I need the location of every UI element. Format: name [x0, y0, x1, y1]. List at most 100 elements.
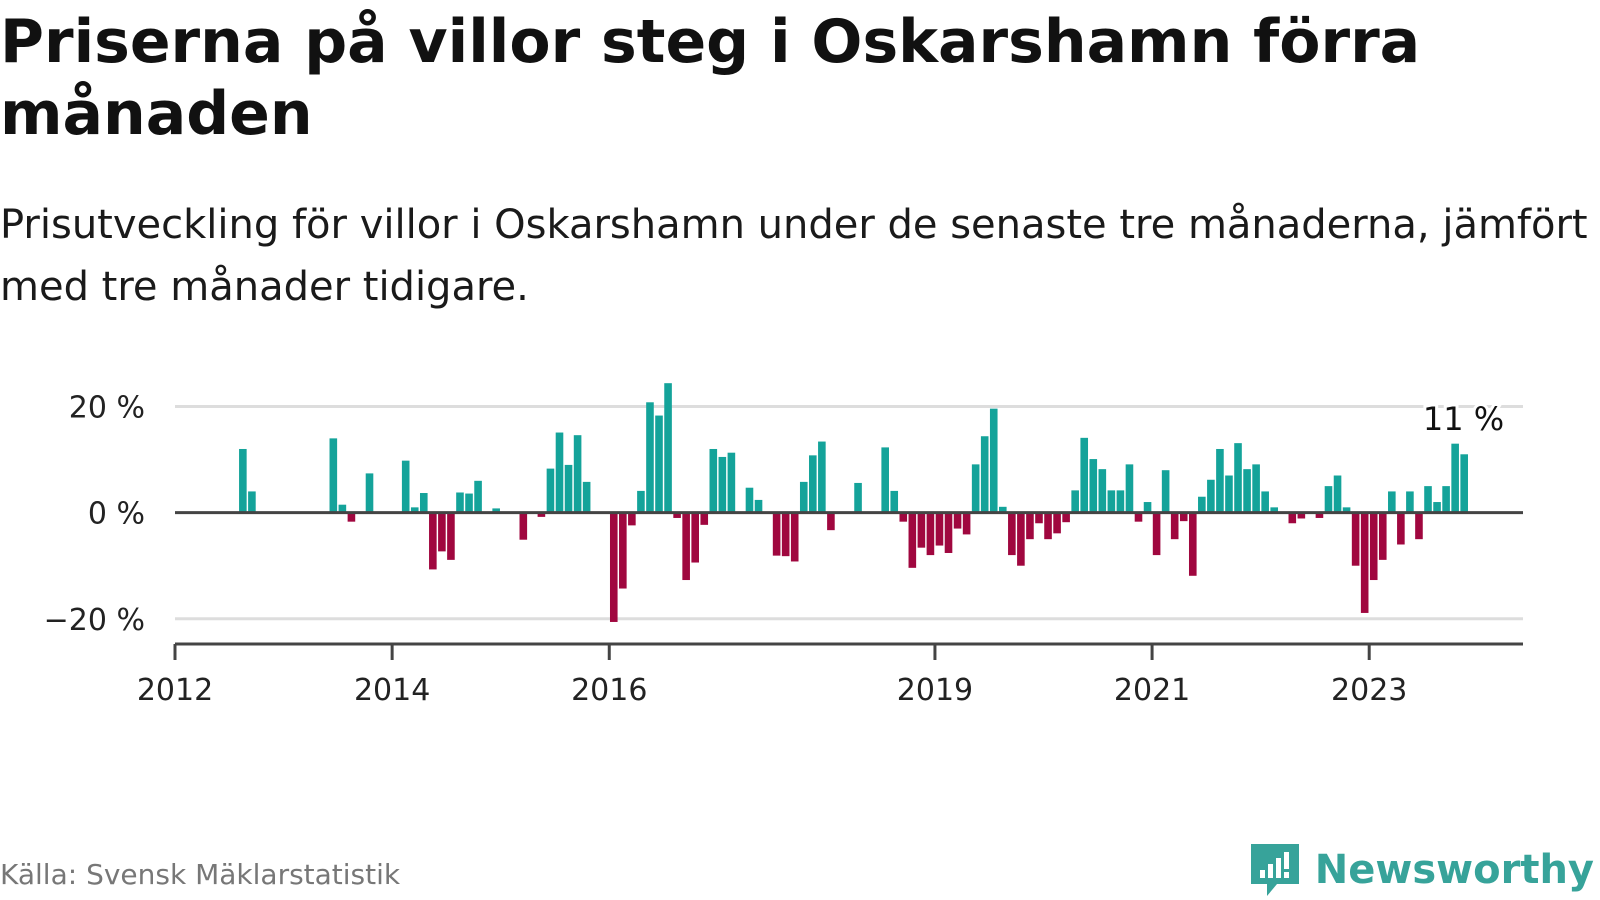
chart-subtitle: Prisutveckling för villor i Oskarshamn u…: [0, 202, 1588, 310]
bar: [619, 512, 627, 589]
bar: [799, 481, 808, 513]
bar: [926, 512, 935, 556]
bar: [628, 512, 636, 526]
bar: [456, 492, 464, 513]
bar: [329, 438, 338, 513]
bar: [248, 491, 256, 513]
bar: [564, 464, 573, 513]
bar: [465, 493, 473, 513]
bar: [1017, 512, 1025, 566]
bar: [429, 512, 437, 570]
bar: [754, 499, 763, 513]
bar: [410, 507, 419, 513]
bar: [908, 512, 917, 568]
bar: [1008, 512, 1016, 556]
brand-logo[interactable]: Newsworthy: [1247, 840, 1594, 900]
bar: [1161, 470, 1170, 513]
bar: [365, 473, 374, 513]
bar: [637, 490, 645, 513]
bar: [962, 512, 971, 535]
bar: [727, 452, 736, 513]
axis-layer: −20 % 0 % 20 % 2012 2014 2016 2019 2021 2023 11 %: [44, 391, 1523, 708]
bar: [1252, 464, 1260, 513]
y-tick-label: 20 %: [69, 391, 145, 426]
bar: [655, 415, 663, 513]
bar: [1424, 486, 1432, 513]
bar: [881, 447, 889, 513]
bar: [664, 383, 672, 513]
bar: [537, 512, 546, 517]
chart-title: Priserna på villor steg i Oskarshamn för…: [0, 7, 1421, 149]
bar-chart: −20 % 0 % 20 % 2012 2014 2016 2019 2021 2023 11 %: [44, 383, 1523, 708]
bar: [1062, 512, 1070, 523]
bar: [745, 487, 754, 513]
bar: [338, 504, 347, 513]
bar: [1188, 512, 1197, 576]
bar: [1207, 479, 1215, 513]
bar: [1433, 502, 1441, 513]
bar: [1234, 443, 1242, 513]
bar: [519, 512, 528, 540]
bar: [582, 481, 591, 513]
bar: [646, 402, 654, 513]
bar: [673, 512, 681, 518]
bar: [1388, 491, 1396, 513]
bar: [1125, 464, 1134, 513]
source-note: Källa: Svensk Mäklarstatistik: [0, 858, 401, 891]
bar: [971, 464, 980, 513]
x-tick-label: 2014: [354, 673, 430, 708]
bar: [899, 512, 908, 522]
bar: [555, 432, 564, 513]
bar: [1442, 486, 1450, 513]
bar: [1270, 507, 1279, 513]
bar: [1415, 512, 1423, 540]
brand-name: Newsworthy: [1314, 847, 1594, 893]
bar: [546, 468, 555, 513]
bar: [1170, 512, 1179, 540]
bar: [682, 512, 690, 581]
bar: [1351, 512, 1360, 566]
bar: [818, 441, 826, 513]
bar: [1080, 437, 1089, 513]
bar: [1342, 507, 1351, 513]
bar: [347, 512, 356, 522]
bar: [1026, 512, 1034, 540]
bar: [854, 482, 862, 513]
bar: [1044, 512, 1052, 540]
bar: [1406, 491, 1414, 513]
bar: [953, 512, 962, 529]
bar: [1324, 486, 1333, 513]
bar: [1179, 512, 1188, 522]
bar: [944, 512, 953, 553]
bar: [935, 512, 944, 546]
bar: [1098, 469, 1107, 513]
bar: [809, 455, 817, 513]
bar: [609, 512, 618, 622]
bar: [1378, 512, 1387, 560]
bar: [1460, 454, 1468, 513]
bar: [1152, 512, 1161, 556]
bar: [989, 408, 998, 513]
bar: [401, 460, 410, 513]
bar: [1315, 512, 1324, 518]
bar: [1369, 512, 1378, 581]
bar: [709, 448, 718, 513]
bar: [492, 508, 500, 513]
bars-layer: [239, 383, 1468, 622]
bar: [718, 456, 727, 513]
bar: [474, 480, 482, 513]
bar: [1089, 459, 1098, 513]
bar: [1107, 490, 1116, 513]
bar: [447, 512, 455, 560]
x-tick-label: 2023: [1331, 673, 1407, 708]
bar: [1333, 475, 1342, 513]
bar: [1360, 512, 1369, 613]
bar: [438, 512, 446, 552]
annotation-label: 11 %: [1423, 400, 1504, 438]
bar: [772, 512, 781, 556]
bar: [419, 493, 428, 513]
bar: [1198, 496, 1206, 513]
bar: [1116, 490, 1125, 513]
bar: [1143, 502, 1152, 513]
x-tick-label: 2019: [897, 673, 973, 708]
